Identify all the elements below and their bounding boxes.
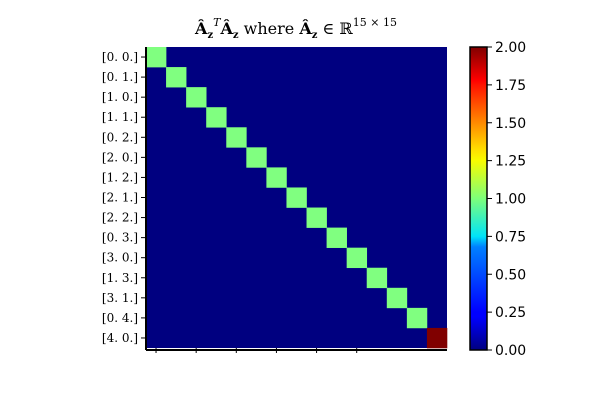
- colorbar: [469, 46, 488, 351]
- row-label: [0. 3.]: [102, 231, 138, 245]
- colorbar-tick-label: 0.50: [495, 267, 526, 283]
- chart-title: ÂzTÂz where Âz ∈ ℝ15 × 15: [194, 16, 397, 41]
- colorbar-tick-label: 2.00: [495, 40, 526, 56]
- heatmap-cell: [366, 267, 388, 289]
- colorbar-tick-label: 1.50: [495, 116, 526, 132]
- row-label: [2. 1.]: [102, 191, 138, 205]
- row-label: [1. 0.]: [102, 90, 138, 104]
- heatmap-cell: [266, 167, 287, 188]
- row-label: [1. 2.]: [102, 170, 138, 184]
- heatmap-cell: [146, 47, 167, 68]
- colorbar-tick-label: 0.25: [495, 305, 526, 321]
- heatmap-cell: [206, 107, 227, 128]
- colorbar-tick-label: 1.75: [495, 78, 526, 94]
- row-label: [3. 0.]: [102, 251, 138, 265]
- row-label: [1. 1.]: [102, 110, 138, 124]
- colorbar-tick-label: 1.00: [495, 192, 526, 208]
- row-label: [0. 0.]: [102, 50, 138, 64]
- heatmap-plot: [146, 47, 448, 349]
- colorbar-tick-label: 0.00: [495, 343, 526, 359]
- row-label: [0. 1.]: [102, 70, 138, 84]
- heatmap-cell: [246, 147, 267, 168]
- heatmap-cell: [186, 87, 207, 108]
- row-label: [2. 2.]: [102, 211, 138, 225]
- heatmap-cell: [306, 207, 327, 228]
- heatmap-cell: [426, 327, 448, 349]
- heatmap-cell: [326, 227, 347, 248]
- heatmap-cell: [226, 127, 247, 148]
- row-label: [2. 0.]: [102, 150, 138, 164]
- row-label: [0. 4.]: [102, 311, 138, 325]
- row-label: [3. 1.]: [102, 291, 138, 305]
- heatmap-cell: [166, 67, 187, 88]
- heatmap-cell: [286, 187, 307, 208]
- heatmap-cell: [406, 307, 428, 329]
- colorbar-tick-label: 0.75: [495, 229, 526, 245]
- row-tick-labels: [0. 0.] [0. 1.] [1. 0.] [1. 1.] [0. 2.] [2. 0…: [102, 50, 146, 345]
- heatmap-cell: [346, 247, 368, 269]
- colorbar-ticks: 0.00 0.25 0.50 0.75 1.00 1.25 1.50 1.75 2.00: [487, 40, 526, 359]
- row-label: [0. 2.]: [102, 130, 138, 144]
- colorbar-tick-label: 1.25: [495, 154, 526, 170]
- row-label: [4. 0.]: [102, 331, 138, 345]
- heatmap-cell: [386, 287, 408, 309]
- row-label: [1. 3.]: [102, 271, 138, 285]
